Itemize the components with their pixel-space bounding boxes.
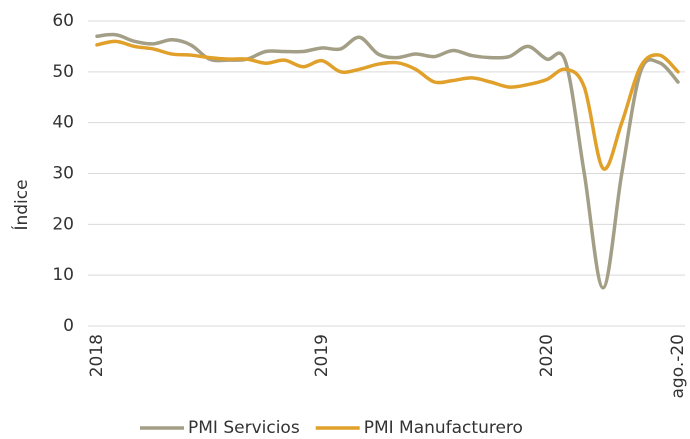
x-tick-label: 2020 (537, 334, 557, 377)
y-tick-label: 50 (52, 62, 74, 82)
y-tick-label: 60 (52, 11, 74, 31)
legend-label: PMI Servicios (188, 418, 300, 438)
y-tick-label: 10 (52, 265, 74, 285)
line (95, 39, 680, 171)
y-tick-label: 30 (52, 164, 74, 184)
y-tick-label: 40 (52, 113, 74, 133)
x-tick-label: ago.-20 (668, 334, 688, 398)
x-tick-label: 2018 (87, 334, 107, 377)
y-tick-label: 0 (63, 316, 74, 336)
legend-label: PMI Manufacturero (364, 418, 523, 438)
x-tick-label: 2019 (312, 334, 332, 377)
y-tick-label: 20 (52, 214, 74, 234)
line (95, 32, 680, 290)
y-axis-label: Índice (10, 179, 32, 230)
